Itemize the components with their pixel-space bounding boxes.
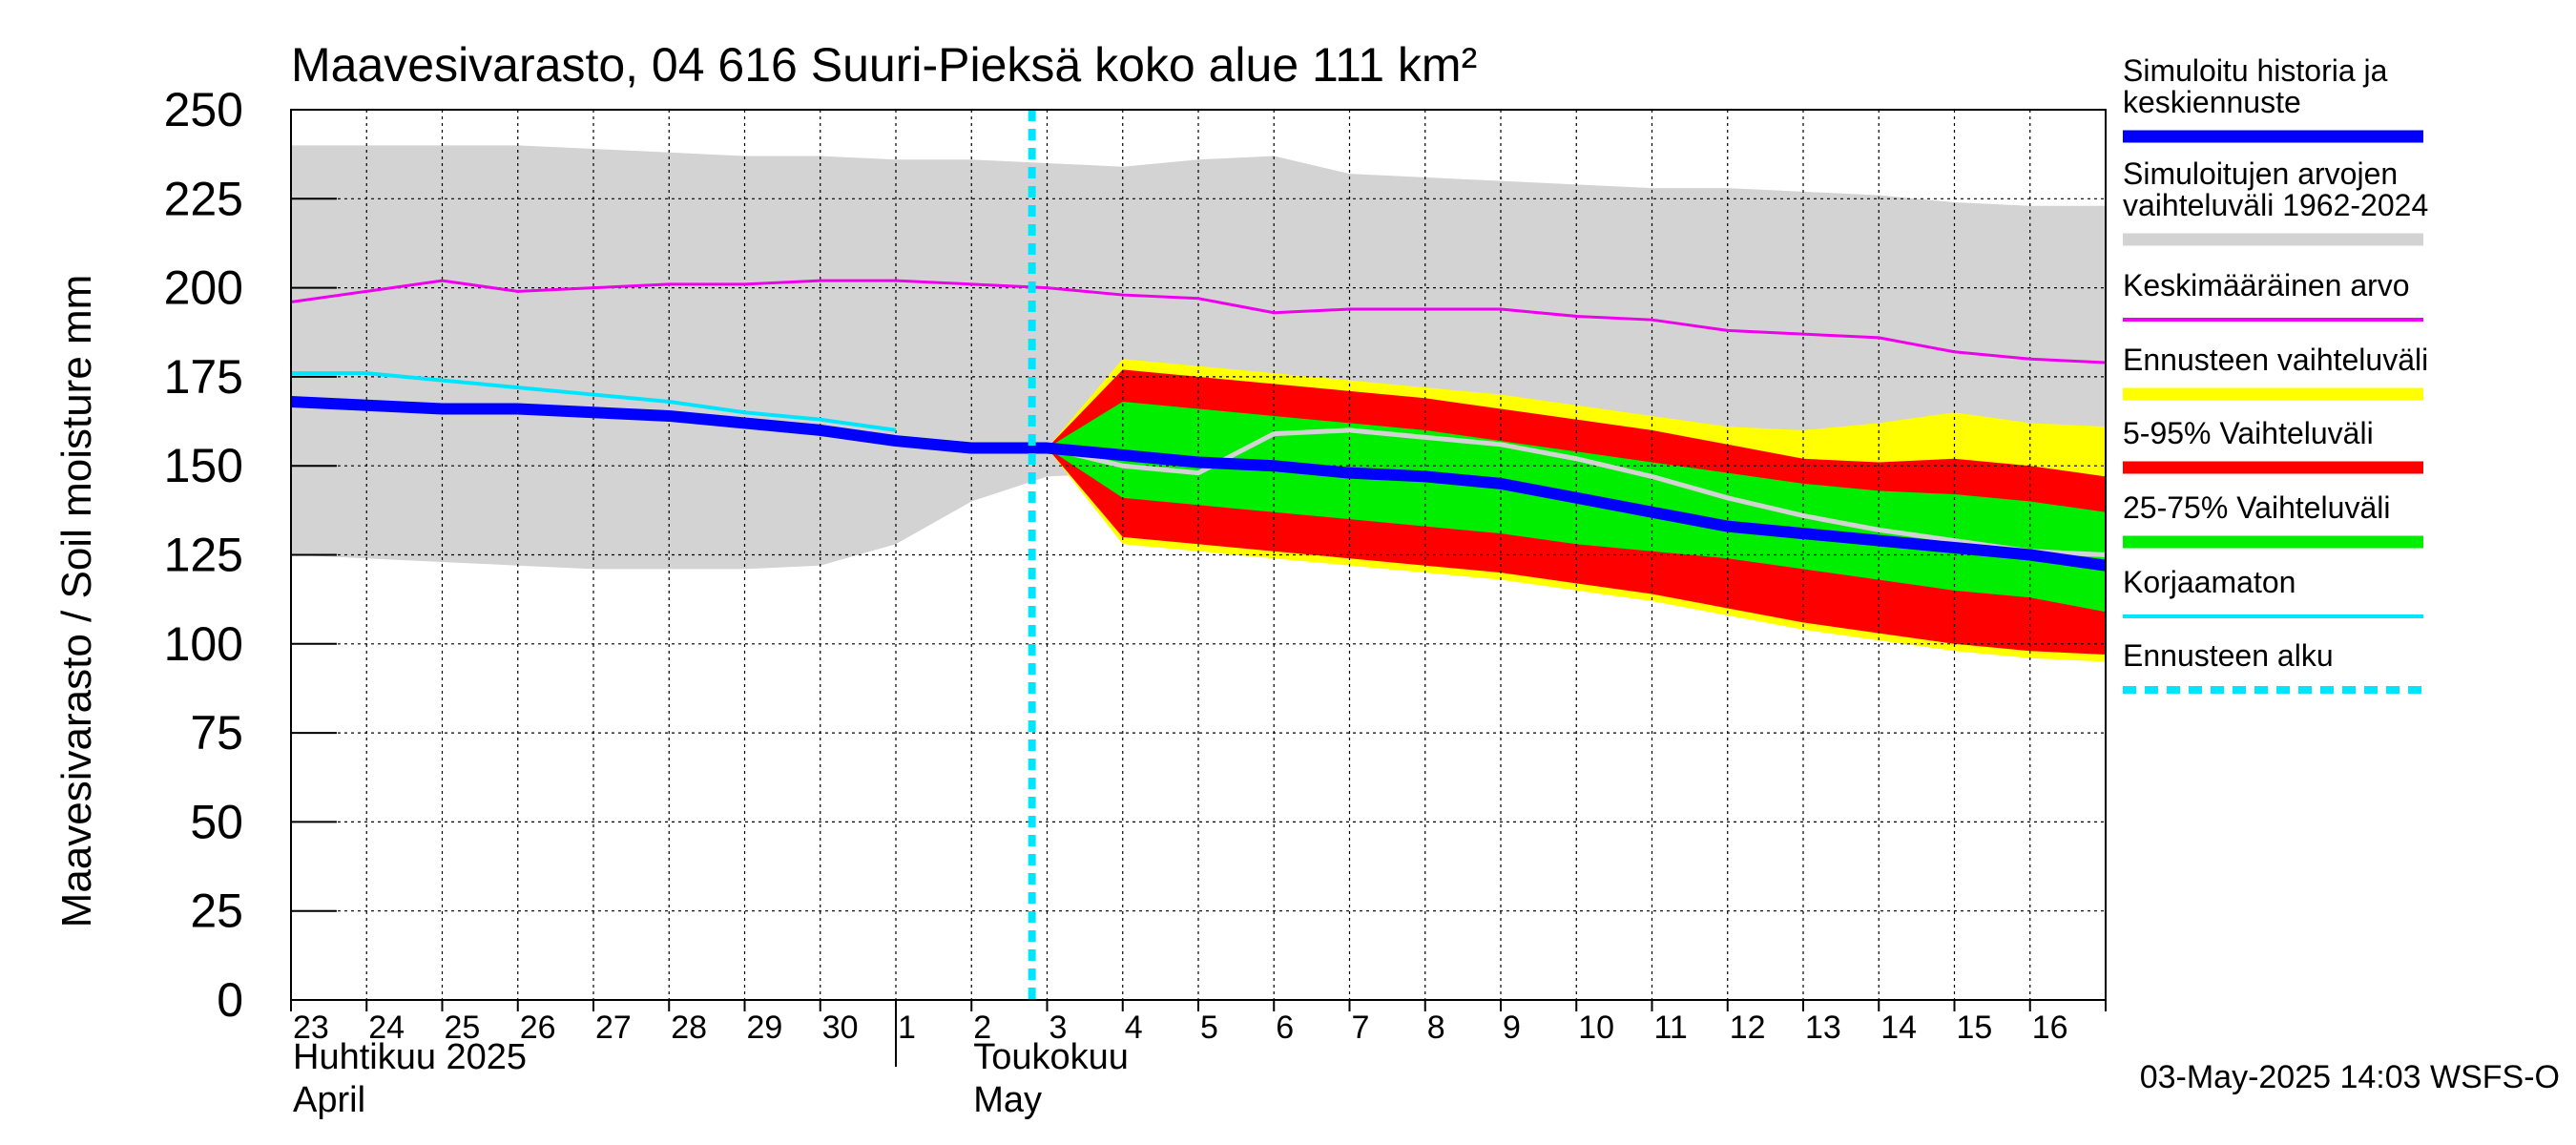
month-label-en: May — [973, 1080, 1042, 1120]
y-tick-label: 150 — [164, 439, 243, 492]
x-tick-label: 24 — [368, 1010, 405, 1046]
x-tick-label: 1 — [898, 1010, 916, 1046]
month-label: Toukokuu — [973, 1037, 1129, 1077]
chart-title: Maavesivarasto, 04 616 Suuri-Pieksä koko… — [291, 38, 1477, 92]
legend-label: Korjaamaton — [2123, 565, 2296, 599]
x-tick-label: 12 — [1730, 1010, 1766, 1046]
y-tick-label: 75 — [190, 706, 243, 760]
series-line-2 — [291, 371, 897, 432]
x-tick-label: 15 — [1957, 1010, 1993, 1046]
x-tick-label: 23 — [293, 1010, 329, 1046]
y-tick-label: 200 — [164, 261, 243, 315]
x-tick-label: 7 — [1352, 1010, 1370, 1046]
series-line-3 — [290, 396, 2107, 572]
x-tick-label: 9 — [1503, 1010, 1521, 1046]
x-tick-label: 3 — [1049, 1010, 1068, 1046]
y-tick-label: 100 — [164, 617, 243, 671]
y-tick-label: 250 — [164, 83, 243, 136]
x-tick-label: 10 — [1578, 1010, 1614, 1046]
legend-label: Simuloitu historia ja — [2123, 53, 2388, 88]
x-tick-label: 13 — [1805, 1010, 1841, 1046]
y-tick-label: 50 — [190, 795, 243, 848]
x-tick-label: 4 — [1125, 1010, 1143, 1046]
legend-label: Ennusteen vaihteluväli — [2123, 343, 2428, 377]
lines-layer — [290, 110, 2107, 1000]
grid-layer — [291, 110, 2106, 1000]
x-tick-label: 6 — [1276, 1010, 1294, 1046]
x-tick-label: 11 — [1654, 1010, 1688, 1046]
x-tick-label: 27 — [595, 1010, 632, 1046]
legend-label: 5-95% Vaihteluväli — [2123, 416, 2374, 450]
y-tick-label: 25 — [190, 885, 243, 938]
footer-timestamp: 03-May-2025 14:03 WSFS-O — [2140, 1059, 2560, 1095]
y-tick-label: 0 — [217, 973, 243, 1027]
x-tick-label: 25 — [445, 1010, 481, 1046]
x-tick-label: 26 — [520, 1010, 556, 1046]
legend-label: vaihteluväli 1962-2024 — [2123, 188, 2428, 222]
x-tick-label: 14 — [1880, 1010, 1917, 1046]
legend-label: Simuloitujen arvojen — [2123, 156, 2398, 191]
x-tick-label: 2 — [973, 1010, 991, 1046]
month-label-en: April — [293, 1080, 365, 1120]
legend-label: 25-75% Vaihteluväli — [2123, 490, 2390, 525]
x-tick-label: 28 — [671, 1010, 707, 1046]
legend-label: Ennusteen alku — [2123, 638, 2334, 673]
y-tick-label: 225 — [164, 172, 243, 225]
legend-label: keskiennuste — [2123, 85, 2301, 119]
y-axis-label: Maavesivarasto / Soil moisture mm — [53, 275, 100, 928]
x-tick-label: 29 — [747, 1010, 783, 1046]
month-label: Huhtikuu 2025 — [293, 1037, 527, 1077]
x-tick-label: 8 — [1427, 1010, 1445, 1046]
series-line-0 — [290, 279, 2107, 364]
x-tick-label: 30 — [822, 1010, 859, 1046]
band-3 — [1047, 402, 2106, 613]
x-tick-label: 16 — [2032, 1010, 2068, 1046]
y-tick-label: 175 — [164, 350, 243, 404]
x-tick-label: 5 — [1200, 1010, 1218, 1046]
y-tick-label: 125 — [164, 529, 243, 582]
legend-label: Keskimääräinen arvo — [2123, 268, 2410, 302]
